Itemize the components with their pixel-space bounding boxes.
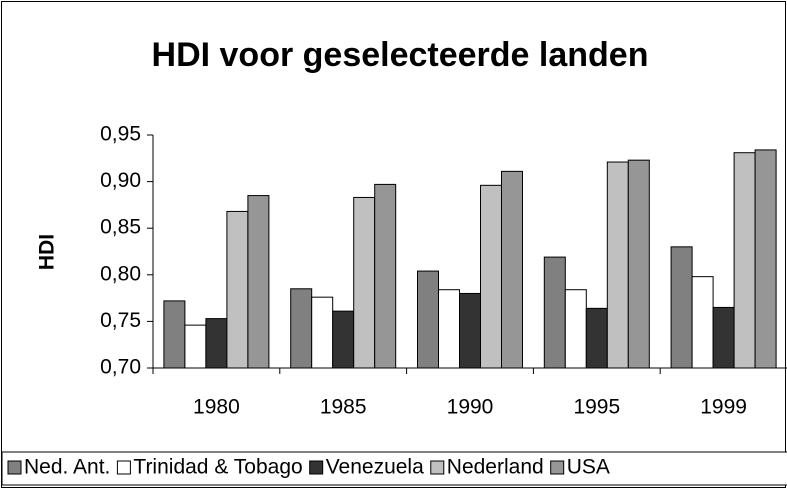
y-tick-label: 0,95 (100, 123, 141, 146)
bar (564, 289, 587, 369)
y-axis-label: HDI (36, 234, 59, 270)
legend-label: Nederland (447, 456, 544, 479)
legend-swatch (550, 460, 565, 475)
bar (627, 159, 650, 369)
bar (459, 292, 481, 369)
bar (332, 310, 355, 369)
bar (480, 184, 502, 369)
x-tick-label: 1999 (700, 396, 747, 419)
bar (417, 270, 439, 369)
y-tick-label: 0,85 (100, 216, 141, 239)
legend-box (1, 451, 787, 486)
x-tick-label: 1995 (573, 396, 620, 419)
x-tick-label: 1985 (320, 396, 367, 419)
bar (311, 296, 334, 369)
y-tick-label: 0,75 (100, 309, 141, 332)
legend-label: Ned. Ant. (24, 456, 110, 479)
bar (754, 149, 777, 369)
legend-swatch (116, 460, 131, 475)
x-tick-label: 1980 (193, 396, 240, 419)
y-tick-label: 0,90 (100, 169, 141, 192)
bar (226, 210, 249, 369)
bar (670, 246, 693, 369)
bar (290, 288, 313, 369)
legend-swatch (430, 460, 445, 475)
bar (712, 306, 735, 369)
legend-label: Trinidad & Tobago (133, 456, 302, 479)
bar (501, 170, 523, 369)
bar (374, 183, 397, 369)
bar (438, 289, 460, 369)
bar (247, 195, 270, 369)
bar (543, 256, 566, 369)
chart-title: HDI voor geselecteerde landen (152, 36, 649, 74)
bar (606, 161, 629, 369)
bar (691, 276, 714, 369)
bar (163, 300, 186, 369)
bar (205, 318, 228, 369)
bar (353, 196, 376, 369)
bar (733, 152, 756, 369)
y-tick-label: 0,80 (100, 262, 141, 285)
legend-label: USA (567, 456, 610, 479)
legend-swatch (7, 460, 22, 475)
legend-label: Venezuela (326, 456, 424, 479)
y-tick-label: 0,70 (100, 356, 141, 379)
x-tick-label: 1990 (447, 396, 494, 419)
legend-swatch (309, 460, 324, 475)
bar (585, 307, 608, 369)
bar (184, 324, 207, 369)
